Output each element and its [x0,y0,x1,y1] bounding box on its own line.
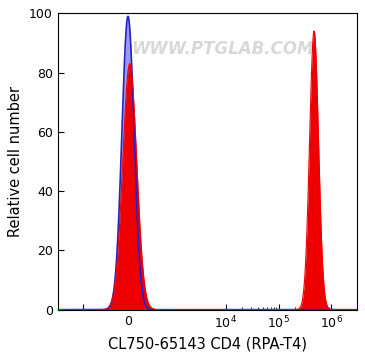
Y-axis label: Relative cell number: Relative cell number [8,86,23,237]
X-axis label: CL750-65143 CD4 (RPA-T4): CL750-65143 CD4 (RPA-T4) [108,337,307,352]
Text: WWW.PTGLAB.COM: WWW.PTGLAB.COM [131,40,313,58]
